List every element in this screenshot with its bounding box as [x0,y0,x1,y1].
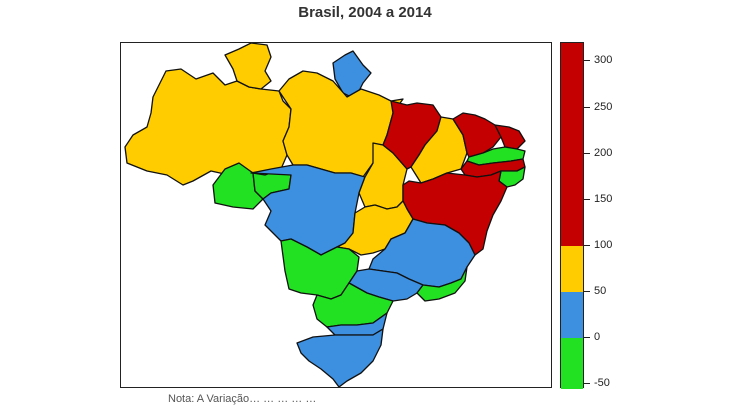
legend-band-red [561,43,583,246]
legend-band-blue [561,292,583,339]
region-rio-grande-do-sul [296,328,384,388]
map-caption: Nota: A Variação… … … … … [168,393,317,405]
legend-tick-mark [584,106,590,108]
legend-tick-mark [584,198,590,200]
legend-tick-mark [584,152,590,154]
map-panel [120,42,552,388]
region-ceara [452,112,502,158]
legend-tick-label: 150 [594,192,613,205]
legend-tick-mark [584,291,590,293]
legend-tick-mark [584,60,590,62]
region-amapa [332,50,372,100]
legend-tick-label: 300 [594,54,613,67]
legend-tick-label: 0 [594,331,601,344]
legend-tick-label: 50 [594,285,607,298]
region-rio-de-janeiro [416,266,468,302]
region-roraima [224,42,272,90]
legend-tick-label: -50 [594,377,610,390]
legend-band-green [561,338,583,389]
map-title: Brasil, 2004 a 2014 [298,4,432,21]
color-legend-bar [560,42,584,389]
legend-tick-label: 200 [594,146,613,159]
legend-tick-mark [584,244,590,246]
legend-tick-mark [584,383,590,385]
legend-band-yellow [561,245,583,293]
brazil-map [124,42,526,388]
legend-tick-label: 100 [594,238,613,251]
region-amazonas [124,68,292,186]
legend-tick-mark [584,337,590,339]
region-rio-grande-do-norte [494,124,526,150]
legend-tick-label: 250 [594,100,613,113]
